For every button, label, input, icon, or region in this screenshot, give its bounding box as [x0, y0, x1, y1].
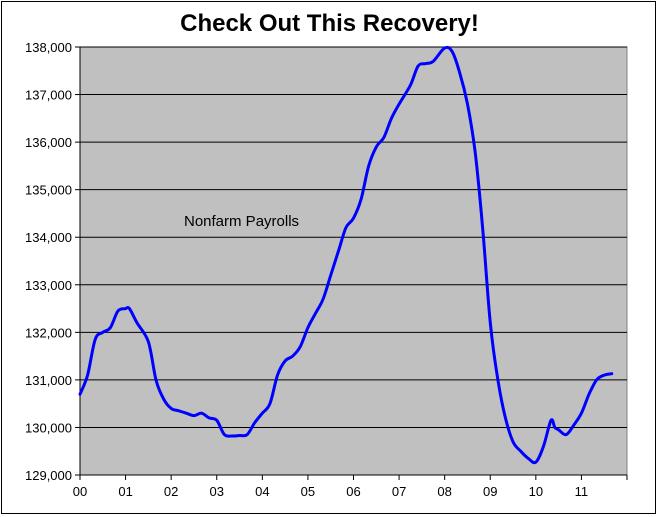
x-tick-label: 09 [483, 484, 497, 499]
y-tick-label: 138,000 [25, 40, 72, 55]
y-axis-ticks: 129,000 130,000 131,000 132,000 133,000 134,0… [25, 40, 80, 483]
y-tick-label: 135,000 [25, 183, 72, 198]
x-tick-label: 02 [164, 484, 178, 499]
plot-area [79, 46, 628, 476]
series-line-nonfarm-payrolls [78, 45, 614, 465]
x-tick-label: 00 [73, 484, 87, 499]
x-tick-label: 04 [255, 484, 269, 499]
y-tick-label: 130,000 [25, 420, 72, 435]
x-tick-label: 06 [346, 484, 360, 499]
x-tick-label: 08 [437, 484, 451, 499]
x-axis-ticks: 00 01 02 03 04 05 06 07 08 09 10 11 [73, 475, 628, 499]
chart-title: Check Out This Recovery! [180, 10, 479, 37]
x-tick-label: 07 [392, 484, 406, 499]
y-tick-label: 137,000 [25, 88, 72, 103]
x-tick-label: 10 [529, 484, 543, 499]
y-tick-label: 136,000 [25, 135, 72, 150]
y-tick-label: 129,000 [25, 468, 72, 483]
y-tick-label: 134,000 [25, 230, 72, 245]
x-tick-label: 03 [210, 484, 224, 499]
x-tick-label: 05 [301, 484, 315, 499]
y-tick-label: 132,000 [25, 325, 72, 340]
annotation-nonfarm-payrolls: Nonfarm Payrolls [184, 213, 299, 230]
x-tick-label: 11 [575, 484, 589, 499]
x-tick-label: 01 [118, 484, 132, 499]
y-tick-label: 131,000 [25, 373, 72, 388]
gridlines [80, 46, 627, 428]
y-tick-label: 133,000 [25, 278, 72, 293]
